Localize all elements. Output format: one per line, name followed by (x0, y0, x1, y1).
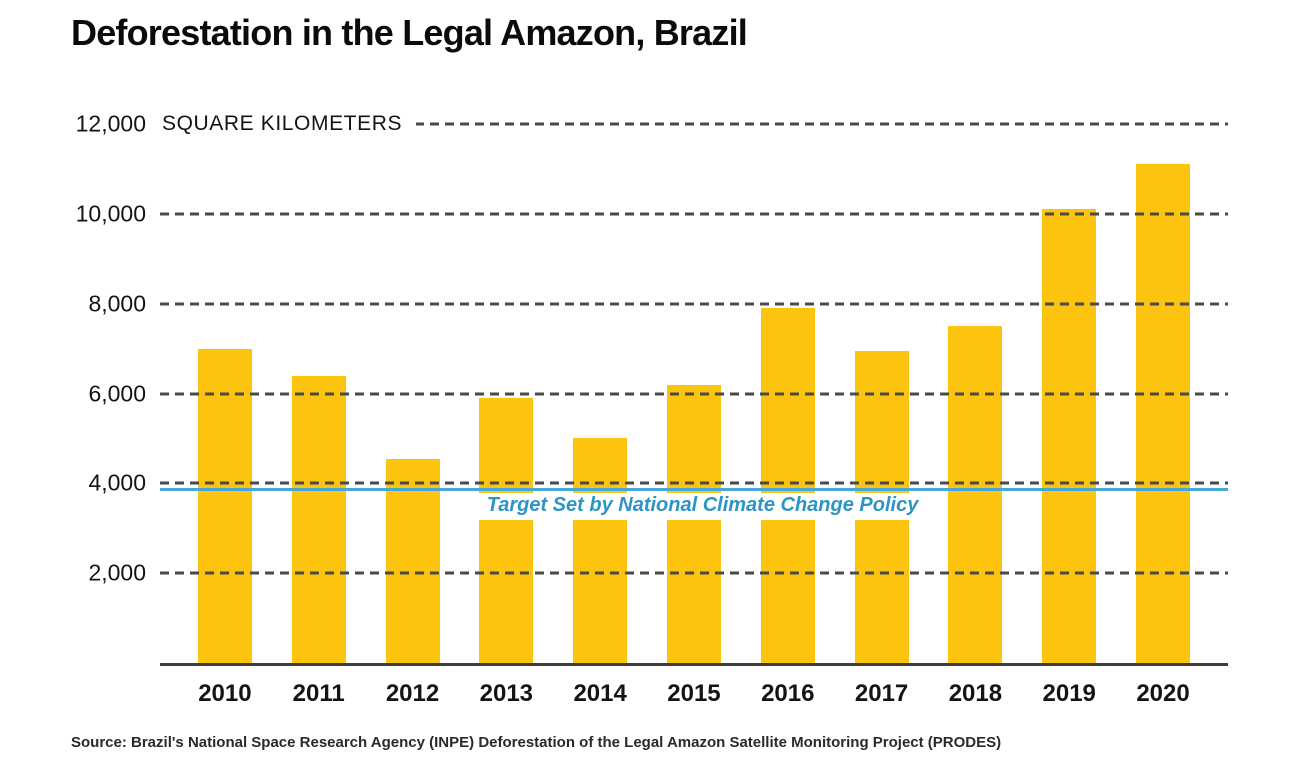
bar-slot-2013 (459, 124, 553, 663)
bar-slot-2010 (178, 124, 272, 663)
x-axis-label-2015: 2015 (667, 680, 721, 707)
plot-area: SQUARE KILOMETERS Target Set by National… (76, 110, 1228, 666)
x-axis-label-2020: 2020 (1136, 680, 1190, 707)
x-axis-label-2013: 2013 (479, 680, 534, 707)
y-tick-label-2000: 2,000 (88, 559, 146, 586)
bar-slot-2016 (741, 124, 835, 663)
x-axis-label-2016: 2016 (761, 680, 815, 707)
x-axis-label-2012: 2012 (385, 680, 440, 707)
source-note: Source: Brazil's National Space Research… (71, 734, 1002, 751)
y-tick-label-8000: 8,000 (88, 290, 146, 317)
bar-slot-2012 (366, 124, 460, 663)
y-tick-label-6000: 6,000 (88, 380, 146, 406)
bar-slot-2019 (1022, 124, 1116, 663)
bar-slot-2015 (647, 124, 741, 663)
bar-2018 (948, 326, 1003, 663)
x-axis-label-2017: 2017 (854, 680, 909, 707)
bar-2012 (385, 458, 440, 663)
bar-slot-2011 (272, 124, 366, 663)
bar-2020 (1136, 164, 1191, 663)
bar-slot-2014 (553, 124, 647, 663)
chart-title: Deforestation in the Legal Amazon, Brazi… (71, 12, 748, 53)
bar-slot-2018 (929, 124, 1023, 663)
bar-2016 (760, 308, 815, 663)
bar-2013 (479, 398, 534, 663)
bar-2014 (573, 438, 628, 663)
y-tick-label-4000: 4,000 (88, 469, 146, 496)
bars (160, 124, 1228, 663)
x-axis-label-2011: 2011 (292, 680, 345, 707)
bar-2019 (1042, 209, 1097, 663)
y-axis-unit-label: SQUARE KILOMETERS (160, 110, 417, 138)
x-axis-label-2018: 2018 (948, 680, 1003, 707)
x-labels: 2010 2011 2012 2013 2014 2015 2016 2017 2018 2019… (160, 680, 1228, 708)
y-tick-label-12000: 12,000 (75, 110, 146, 137)
target-line-label: Target Set by National Climate Change Po… (476, 492, 929, 520)
x-axis-label-2014: 2014 (573, 680, 627, 707)
bar-slot-2020 (1116, 124, 1210, 663)
bar-2010 (197, 348, 252, 663)
x-axis-label-2019: 2019 (1042, 680, 1096, 707)
bar-2015 (666, 384, 721, 663)
x-axis-label-2010: 2010 (198, 680, 252, 707)
bar-slot-2017 (835, 124, 929, 663)
y-tick-label-10000: 10,000 (75, 200, 146, 227)
bar-2011 (291, 375, 346, 663)
target-line (160, 487, 1228, 491)
